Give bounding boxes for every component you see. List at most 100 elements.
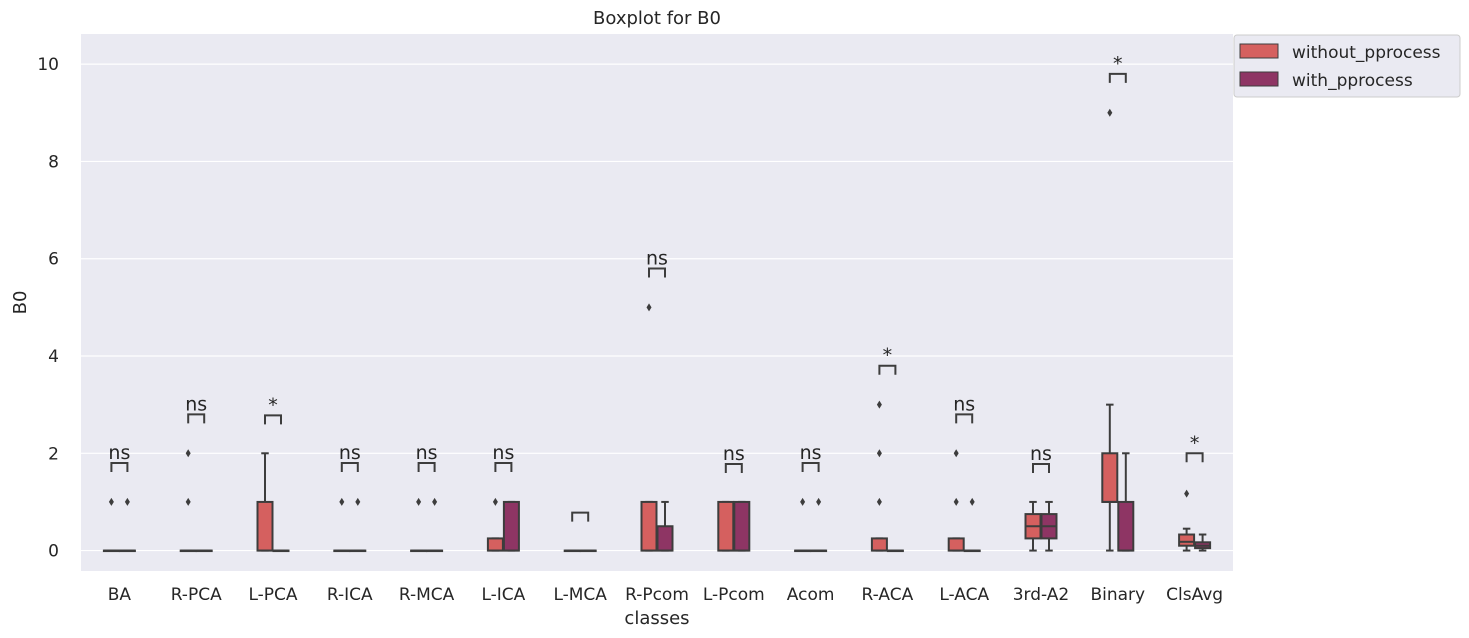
x-tick-label: L-PCA bbox=[248, 585, 297, 605]
significance-label: ns bbox=[800, 442, 822, 464]
box-without_pprocess bbox=[1024, 500, 1042, 552]
box-iqr bbox=[947, 537, 965, 552]
box-with_pprocess bbox=[810, 497, 828, 553]
box-with_pprocess bbox=[1194, 533, 1212, 552]
x-tick-label: L-ACA bbox=[939, 585, 989, 605]
box-iqr bbox=[656, 525, 674, 552]
x-tick-label: ClsAvg bbox=[1166, 585, 1223, 605]
x-axis-ticks: BA R-PCA L-PCA R-ICA R-MCA L-ICA L-MCA R-Pcom L-… bbox=[108, 585, 1223, 605]
box-without_pprocess bbox=[1101, 108, 1119, 552]
y-tick-label: 10 bbox=[37, 55, 59, 75]
chart-title: Boxplot for B0 bbox=[593, 8, 721, 29]
legend-swatch bbox=[1239, 43, 1279, 59]
box-without_pprocess bbox=[947, 449, 965, 552]
significance-label: * bbox=[1190, 432, 1200, 454]
x-tick-label: L-MCA bbox=[553, 585, 607, 605]
box-with_pprocess bbox=[963, 497, 981, 553]
legend-swatch bbox=[1239, 71, 1279, 87]
significance-bracket bbox=[494, 462, 513, 473]
x-tick-label: Acom bbox=[787, 585, 835, 605]
box-with_pprocess bbox=[502, 500, 520, 552]
legend-label: without_pprocess bbox=[1292, 43, 1441, 63]
outlier-point bbox=[1184, 489, 1190, 498]
outlier-point bbox=[432, 497, 438, 506]
box-with_pprocess bbox=[579, 549, 597, 553]
x-tick-label: R-PCA bbox=[171, 585, 222, 605]
box-without_pprocess bbox=[717, 500, 735, 552]
outlier-point bbox=[646, 303, 652, 312]
x-tick-label: R-ACA bbox=[862, 585, 914, 605]
outlier-point bbox=[355, 497, 361, 506]
significance-label: ns bbox=[185, 393, 207, 415]
legend-label: with_pprocess bbox=[1292, 71, 1413, 91]
box-without_pprocess bbox=[1178, 489, 1196, 552]
outlier-point bbox=[876, 400, 882, 409]
box-series bbox=[102, 108, 1212, 553]
outlier-point bbox=[108, 497, 114, 506]
x-tick-label: R-ICA bbox=[327, 585, 373, 605]
box-iqr bbox=[1178, 533, 1196, 547]
x-tick-label: 3rd-A2 bbox=[1013, 585, 1070, 605]
box-with_pprocess bbox=[886, 549, 904, 553]
box-with_pprocess bbox=[1040, 500, 1058, 552]
box-with_pprocess bbox=[272, 549, 290, 553]
x-tick-label: L-Pcom bbox=[703, 585, 765, 605]
box-iqr bbox=[256, 500, 274, 552]
x-tick-label: L-ICA bbox=[481, 585, 525, 605]
outlier-point bbox=[876, 497, 882, 506]
significance-label: ns bbox=[1030, 443, 1052, 465]
outlier-point bbox=[124, 497, 130, 506]
significance-label: ns bbox=[339, 442, 361, 464]
significance-bracket bbox=[1032, 462, 1050, 473]
outlier-point bbox=[185, 497, 191, 506]
box-without_pprocess bbox=[486, 497, 504, 552]
significance-bracket bbox=[264, 414, 282, 425]
x-tick-label: R-MCA bbox=[399, 585, 455, 605]
box-iqr bbox=[486, 537, 504, 552]
plot-area bbox=[81, 34, 1233, 571]
significance-label: ns bbox=[108, 442, 130, 464]
significance-bracket bbox=[1185, 452, 1204, 463]
x-tick-label: R-Pcom bbox=[625, 585, 689, 605]
box-without_pprocess bbox=[179, 449, 197, 553]
box-iqr bbox=[1101, 452, 1119, 503]
significance-bracket bbox=[571, 511, 590, 522]
significance-label: ns bbox=[953, 393, 975, 415]
box-iqr bbox=[870, 537, 888, 552]
y-tick-label: 4 bbox=[48, 347, 59, 367]
y-axis-ticks: 0 2 4 6 8 10 bbox=[37, 55, 59, 561]
significance-label: ns bbox=[416, 442, 438, 464]
outlier-point bbox=[816, 497, 822, 506]
legend-frame bbox=[1233, 34, 1461, 98]
significance-label: ns bbox=[723, 443, 745, 465]
legend: without_pprocess with_pprocess bbox=[1233, 34, 1461, 98]
significance-bracket bbox=[417, 462, 436, 473]
x-axis-label: classes bbox=[624, 608, 689, 629]
box-iqr bbox=[717, 500, 735, 552]
significance-bracket bbox=[724, 462, 743, 473]
significance-label: ns bbox=[492, 442, 514, 464]
significance-label: ns bbox=[646, 247, 668, 269]
significance-annotations: ns ns * ns ns ns ns ns ns * ns ns * * bbox=[108, 53, 1204, 522]
box-with_pprocess bbox=[349, 497, 367, 553]
y-axis-label: B0 bbox=[10, 291, 31, 315]
box-with_pprocess bbox=[195, 549, 213, 553]
box-with_pprocess bbox=[1117, 452, 1135, 552]
significance-bracket bbox=[955, 413, 974, 424]
outlier-point bbox=[492, 497, 498, 506]
outlier-point bbox=[185, 449, 191, 458]
box-without_pprocess bbox=[870, 400, 888, 552]
outlier-point bbox=[876, 449, 882, 458]
y-tick-label: 6 bbox=[48, 250, 59, 270]
significance-bracket bbox=[187, 413, 206, 424]
significance-bracket bbox=[801, 462, 820, 473]
box-iqr bbox=[502, 500, 520, 552]
y-gridlines bbox=[81, 63, 1233, 552]
box-without_pprocess bbox=[256, 452, 274, 552]
box-with_pprocess bbox=[426, 497, 444, 553]
x-tick-label: BA bbox=[108, 585, 132, 605]
significance-label: * bbox=[883, 345, 893, 367]
x-tick-label: Binary bbox=[1090, 585, 1145, 605]
outlier-point bbox=[1107, 108, 1113, 117]
